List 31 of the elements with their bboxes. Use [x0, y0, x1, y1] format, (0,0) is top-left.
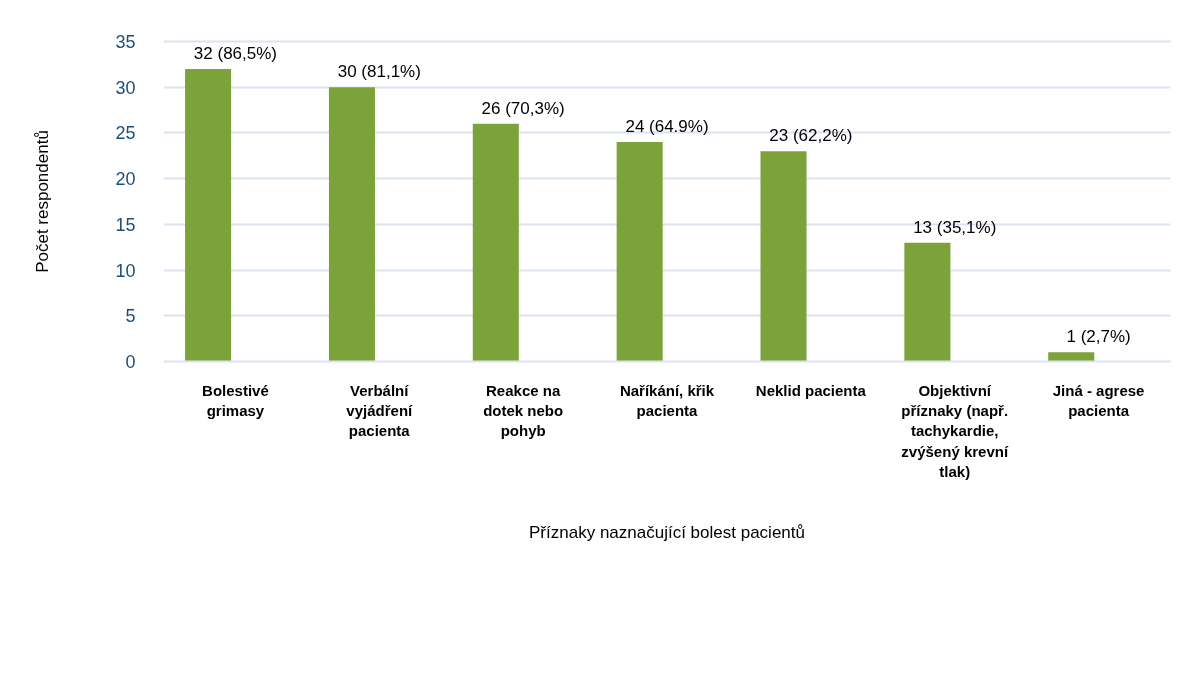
bar	[185, 68, 232, 362]
bar	[616, 142, 663, 362]
data-label: 26 (70,3%)	[481, 98, 565, 118]
data-label: 24 (64.9%)	[625, 117, 709, 137]
y-tick-label: 20	[115, 169, 136, 190]
data-label: 30 (81,1%)	[337, 62, 421, 82]
x-tick-label: Neklid pacienta	[755, 381, 867, 399]
bar	[328, 87, 375, 362]
y-tick-label: 25	[115, 123, 136, 144]
x-tick-label: Jiná - agrese pacienta	[1052, 381, 1145, 419]
y-tick-label: 10	[115, 260, 136, 281]
y-axis-title: Počet respondentů	[33, 130, 53, 273]
y-tick-label: 15	[115, 214, 136, 235]
x-tick-label: Reakce na dotek nebo pohyb	[483, 381, 564, 440]
data-label: 23 (62,2%)	[769, 126, 853, 146]
bar	[760, 151, 807, 362]
x-axis-title: Příznaky naznačující bolest pacientů	[529, 523, 805, 543]
data-label: 13 (35,1%)	[913, 217, 997, 237]
y-tick-label: 0	[125, 352, 136, 372]
x-tick-label: Naříkání, křik pacienta	[619, 381, 715, 419]
x-tick-label: Objektivní příznaky (např. tachykardie, zvýšený krevní tlak)	[901, 381, 1009, 481]
bar	[472, 123, 519, 362]
x-tick-label: Bolestivé grimasy	[202, 381, 269, 419]
bar	[1048, 352, 1095, 362]
y-tick-label: 5	[125, 306, 136, 327]
bar	[904, 242, 951, 362]
y-tick-label: 30	[115, 77, 136, 98]
y-tick-label: 35	[115, 32, 136, 52]
data-label: 1 (2,7%)	[1066, 327, 1131, 347]
data-label: 32 (86,5%)	[193, 43, 278, 63]
x-tick-label: Verbální vyjádření pacienta	[346, 381, 414, 440]
